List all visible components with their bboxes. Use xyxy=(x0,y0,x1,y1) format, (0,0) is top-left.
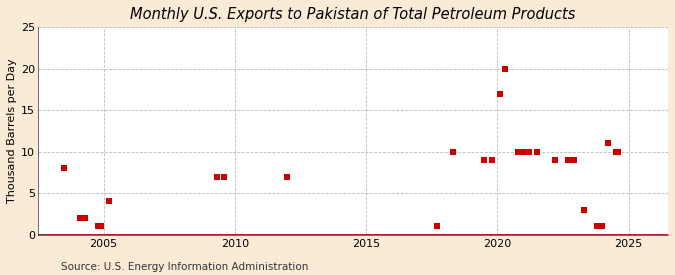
Point xyxy=(500,67,511,71)
Point xyxy=(524,150,535,154)
Point xyxy=(549,158,560,162)
Point xyxy=(518,150,529,154)
Point xyxy=(531,150,542,154)
Point xyxy=(93,224,104,229)
Point xyxy=(219,174,230,179)
Point xyxy=(563,158,574,162)
Point xyxy=(597,224,608,229)
Point xyxy=(80,216,90,220)
Point xyxy=(211,174,222,179)
Point xyxy=(613,150,624,154)
Y-axis label: Thousand Barrels per Day: Thousand Barrels per Day xyxy=(7,59,17,203)
Point xyxy=(75,216,86,220)
Point xyxy=(592,224,603,229)
Point xyxy=(448,150,458,154)
Point xyxy=(431,224,442,229)
Point xyxy=(59,166,70,170)
Title: Monthly U.S. Exports to Pakistan of Total Petroleum Products: Monthly U.S. Exports to Pakistan of Tota… xyxy=(130,7,576,22)
Point xyxy=(578,208,589,212)
Point xyxy=(610,150,621,154)
Point xyxy=(595,224,605,229)
Point xyxy=(487,158,497,162)
Text: Source: U.S. Energy Information Administration: Source: U.S. Energy Information Administ… xyxy=(61,262,308,272)
Point xyxy=(568,158,579,162)
Point xyxy=(103,199,114,204)
Point xyxy=(495,91,506,96)
Point xyxy=(282,174,293,179)
Point xyxy=(602,141,613,145)
Point xyxy=(479,158,489,162)
Point xyxy=(513,150,524,154)
Point xyxy=(96,224,107,229)
